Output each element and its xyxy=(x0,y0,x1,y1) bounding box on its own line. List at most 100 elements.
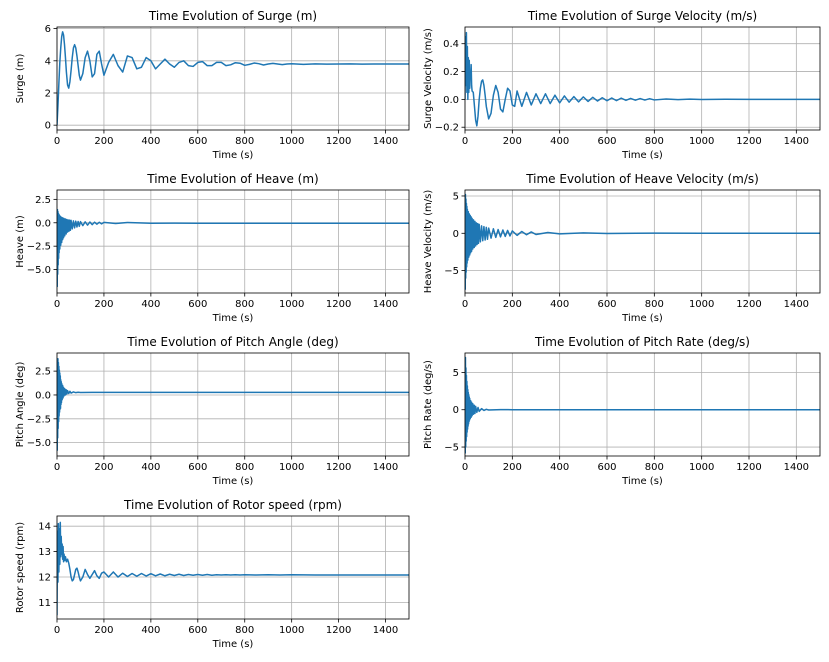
x-tick-label: 0 xyxy=(54,462,60,473)
plot-frame xyxy=(464,352,821,457)
x-tick-label: 1000 xyxy=(279,136,304,147)
y-tick-label: 0.0 xyxy=(35,218,51,229)
plot-frame xyxy=(464,26,821,131)
x-tick-label: 800 xyxy=(235,462,254,473)
y-tick-label: 4 xyxy=(45,56,51,67)
subplot-4: 0 200 400 600 800 1000 1200 1400 −5 0 5 Time Evolut… xyxy=(423,172,821,324)
x-tick-label: 1200 xyxy=(326,136,351,147)
x-tick-label: 800 xyxy=(645,299,664,310)
x-tick-label: 400 xyxy=(141,136,160,147)
x-axis-label: Time (s) xyxy=(212,639,254,650)
y-tick-label: 12 xyxy=(38,573,51,584)
y-axis-label: Heave Velocity (m/s) xyxy=(423,190,434,294)
x-tick-label: 800 xyxy=(235,299,254,310)
x-tick-label: 600 xyxy=(597,462,616,473)
x-tick-label: 600 xyxy=(188,136,207,147)
y-axis-label: Rotor speed (rpm) xyxy=(15,522,26,613)
x-tick-label: 1000 xyxy=(279,299,304,310)
series-line xyxy=(57,357,409,452)
y-tick-label: −5 xyxy=(444,266,459,277)
subplot-title: Time Evolution of Heave (m) xyxy=(146,172,318,186)
x-tick-label: 400 xyxy=(141,299,160,310)
x-tick-label: 0 xyxy=(54,299,60,310)
plot-background xyxy=(465,353,820,456)
x-tick-label: 400 xyxy=(141,462,160,473)
x-tick-label: 400 xyxy=(141,625,160,636)
y-tick-label: 0.2 xyxy=(443,67,459,78)
x-tick-label: 1400 xyxy=(373,462,398,473)
y-tick-label: 0.0 xyxy=(443,95,459,106)
plot-background xyxy=(465,27,820,130)
subplot-5: 0 200 400 600 800 1000 1200 1400 −5.0 −2.5 0.0 2.5 T… xyxy=(15,335,410,487)
y-tick-label: −5.0 xyxy=(27,265,51,276)
x-axis-label: Time (s) xyxy=(212,150,254,161)
x-tick-label: 200 xyxy=(503,136,522,147)
plot-background xyxy=(465,190,820,293)
y-axis-label: Pitch Rate (deg/s) xyxy=(423,360,434,449)
y-tick-label: −2.5 xyxy=(27,242,51,253)
x-tick-label: 800 xyxy=(235,625,254,636)
series-line xyxy=(465,31,820,127)
plot-background xyxy=(57,27,409,130)
x-tick-label: 1000 xyxy=(689,299,714,310)
y-tick-label: 0 xyxy=(453,405,459,416)
series-line xyxy=(465,193,820,291)
y-tick-label: 0.4 xyxy=(443,39,459,50)
x-tick-label: 0 xyxy=(54,136,60,147)
x-tick-label: 0 xyxy=(54,625,60,636)
plot-frame xyxy=(56,352,410,457)
y-tick-label: 14 xyxy=(38,522,51,533)
y-tick-label: 0 xyxy=(45,121,51,132)
subplot-title: Time Evolution of Pitch Angle (deg) xyxy=(126,335,338,349)
subplot-title: Time Evolution of Surge (m) xyxy=(148,9,317,23)
y-axis-label: Surge Velocity (m/s) xyxy=(423,28,434,129)
subplot-title: Time Evolution of Rotor speed (rpm) xyxy=(123,498,342,512)
x-tick-label: 200 xyxy=(94,136,113,147)
x-tick-label: 200 xyxy=(94,625,113,636)
x-tick-label: 1400 xyxy=(373,625,398,636)
x-tick-label: 1400 xyxy=(373,299,398,310)
subplot-title: Time Evolution of Pitch Rate (deg/s) xyxy=(534,335,750,349)
x-tick-label: 600 xyxy=(188,625,207,636)
x-tick-label: 1200 xyxy=(736,462,761,473)
y-tick-label: −2.5 xyxy=(27,414,51,425)
plot-background xyxy=(57,190,409,293)
x-tick-label: 200 xyxy=(94,462,113,473)
x-tick-label: 1200 xyxy=(326,625,351,636)
subplot-title: Time Evolution of Heave Velocity (m/s) xyxy=(525,172,759,186)
x-tick-label: 600 xyxy=(188,299,207,310)
x-tick-label: 200 xyxy=(94,299,113,310)
x-tick-label: 200 xyxy=(503,462,522,473)
x-tick-label: 1000 xyxy=(689,462,714,473)
x-axis-label: Time (s) xyxy=(621,476,663,487)
x-tick-label: 0 xyxy=(462,136,468,147)
x-tick-label: 1200 xyxy=(736,136,761,147)
y-tick-label: 0 xyxy=(453,229,459,240)
x-tick-label: 1000 xyxy=(279,462,304,473)
plot-background xyxy=(57,516,409,619)
x-axis-label: Time (s) xyxy=(212,313,254,324)
x-tick-label: 600 xyxy=(188,462,207,473)
subplot-7: 0 200 400 600 800 1000 1200 1400 11 12 13 14 Time Ev… xyxy=(15,498,410,650)
x-tick-label: 1200 xyxy=(736,299,761,310)
subplot-1: 0 200 400 600 800 1000 1200 1400 0 2 4 6 Time Evolut… xyxy=(15,9,410,161)
subplot-3: 0 200 400 600 800 1000 1200 1400 −5.0 −2.5 0.0 2.5 T… xyxy=(15,172,410,324)
y-axis-label: Heave (m) xyxy=(15,215,26,268)
subplot-2: 0 200 400 600 800 1000 1200 1400 −0.2 0.0 0.2 0.4 Ti… xyxy=(423,9,821,161)
y-tick-label: 6 xyxy=(45,24,51,35)
x-axis-label: Time (s) xyxy=(212,476,254,487)
x-tick-label: 1200 xyxy=(326,299,351,310)
x-tick-label: 400 xyxy=(550,462,569,473)
x-tick-label: 0 xyxy=(462,462,468,473)
series-line xyxy=(465,356,820,454)
y-tick-label: 2 xyxy=(45,88,51,99)
x-tick-label: 600 xyxy=(597,299,616,310)
x-tick-label: 400 xyxy=(550,299,569,310)
x-tick-label: 1000 xyxy=(689,136,714,147)
y-axis-label: Pitch Angle (deg) xyxy=(15,361,26,447)
x-tick-label: 400 xyxy=(550,136,569,147)
x-tick-label: 600 xyxy=(597,136,616,147)
plot-frame xyxy=(56,189,410,294)
